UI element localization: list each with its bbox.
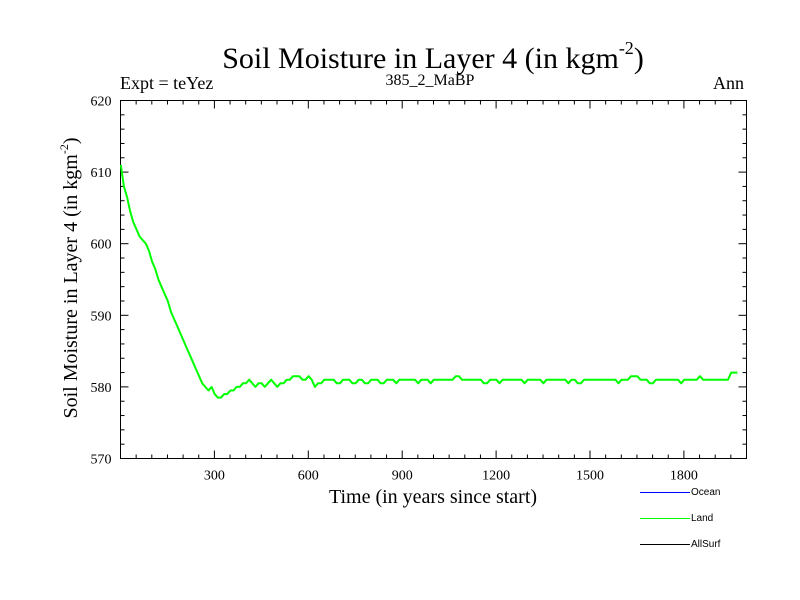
chart-title-end: ) xyxy=(633,42,644,75)
experiment-label: Expt = teYez xyxy=(120,73,214,93)
y-tick-label: 600 xyxy=(91,238,112,253)
legend-swatch-ocean xyxy=(640,492,690,493)
chart-title-main: Soil Moisture in Layer 4 (in kgm xyxy=(222,42,619,75)
legend-swatch-land xyxy=(640,518,690,519)
x-tick-label: 1500 xyxy=(576,469,604,484)
chart-title-superscript: -2 xyxy=(618,38,634,58)
axis-ticks xyxy=(120,100,747,459)
legend-item-allsurf: AllSurf xyxy=(640,538,750,551)
y-axis-label-end: ) xyxy=(60,137,82,145)
series-line-land xyxy=(119,164,738,399)
chart-subtitle: 385_2_MaBP xyxy=(385,72,475,89)
season-label: Ann xyxy=(713,73,744,93)
x-tick-label: 600 xyxy=(298,469,319,484)
series-group xyxy=(119,164,738,399)
plot-frame xyxy=(120,100,747,459)
legend-item-land: Land xyxy=(640,512,750,525)
x-tick-label: 1200 xyxy=(482,469,510,484)
y-tick-label: 570 xyxy=(91,453,112,468)
x-tick-label: 1800 xyxy=(670,469,698,484)
x-axis-label: Time (in years since start) xyxy=(328,486,538,508)
legend-item-ocean: Ocean xyxy=(640,486,750,499)
y-axis-label: Soil Moisture in Layer 4 (in kgm-2) xyxy=(57,137,83,418)
tick-labels: 570 580 590 600 610 620 300 600 900 1200 1500 1800 xyxy=(91,95,698,484)
legend-label-allsurf: AllSurf xyxy=(691,539,721,550)
legend-swatch-allsurf xyxy=(640,544,690,545)
y-tick-label: 590 xyxy=(91,309,112,324)
legend: Ocean Land AllSurf xyxy=(640,486,750,551)
y-tick-label: 580 xyxy=(91,381,112,396)
y-axis-label-main: Soil Moisture in Layer 4 (in kgm xyxy=(60,154,82,419)
y-tick-label: 610 xyxy=(91,166,112,181)
legend-label-land: Land xyxy=(691,513,714,524)
legend-label-ocean: Ocean xyxy=(691,487,721,498)
y-axis-label-superscript: -2 xyxy=(57,144,71,155)
chart-title: Soil Moisture in Layer 4 (in kgm-2) xyxy=(0,28,800,79)
y-tick-label: 620 xyxy=(91,95,112,110)
x-tick-label: 900 xyxy=(392,469,413,484)
x-tick-label: 300 xyxy=(204,469,225,484)
